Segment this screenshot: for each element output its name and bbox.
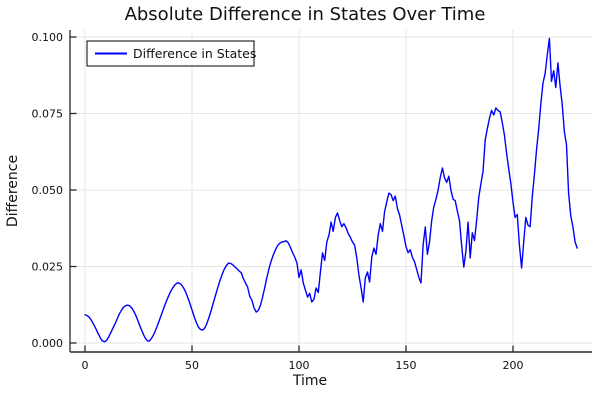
y-tick-label: 0.075 [32, 108, 64, 121]
y-tick-label: 0.050 [32, 184, 64, 197]
chart-title: Absolute Difference in States Over Time [125, 4, 486, 25]
x-tick-labels: 0 50 100 150 200 [82, 359, 524, 372]
y-tick-label: 0.000 [32, 337, 64, 350]
grid-lines [70, 30, 592, 352]
x-axis-label: Time [292, 373, 327, 389]
y-tick-label: 0.025 [32, 261, 64, 274]
x-tick-label: 200 [503, 359, 524, 372]
axis-ticks [70, 36, 514, 352]
difference-series-line [84, 37, 578, 343]
y-axis-label: Difference [5, 155, 21, 227]
x-tick-label: 50 [185, 359, 199, 372]
x-tick-label: 150 [396, 359, 417, 372]
y-tick-label: 0.100 [32, 31, 64, 44]
y-tick-labels: 0.000 0.025 0.050 0.075 0.100 [32, 31, 64, 350]
x-tick-label: 0 [82, 359, 89, 372]
legend: Difference in States [86, 40, 256, 67]
legend-label: Difference in States [133, 46, 256, 61]
x-tick-label: 100 [289, 359, 310, 372]
